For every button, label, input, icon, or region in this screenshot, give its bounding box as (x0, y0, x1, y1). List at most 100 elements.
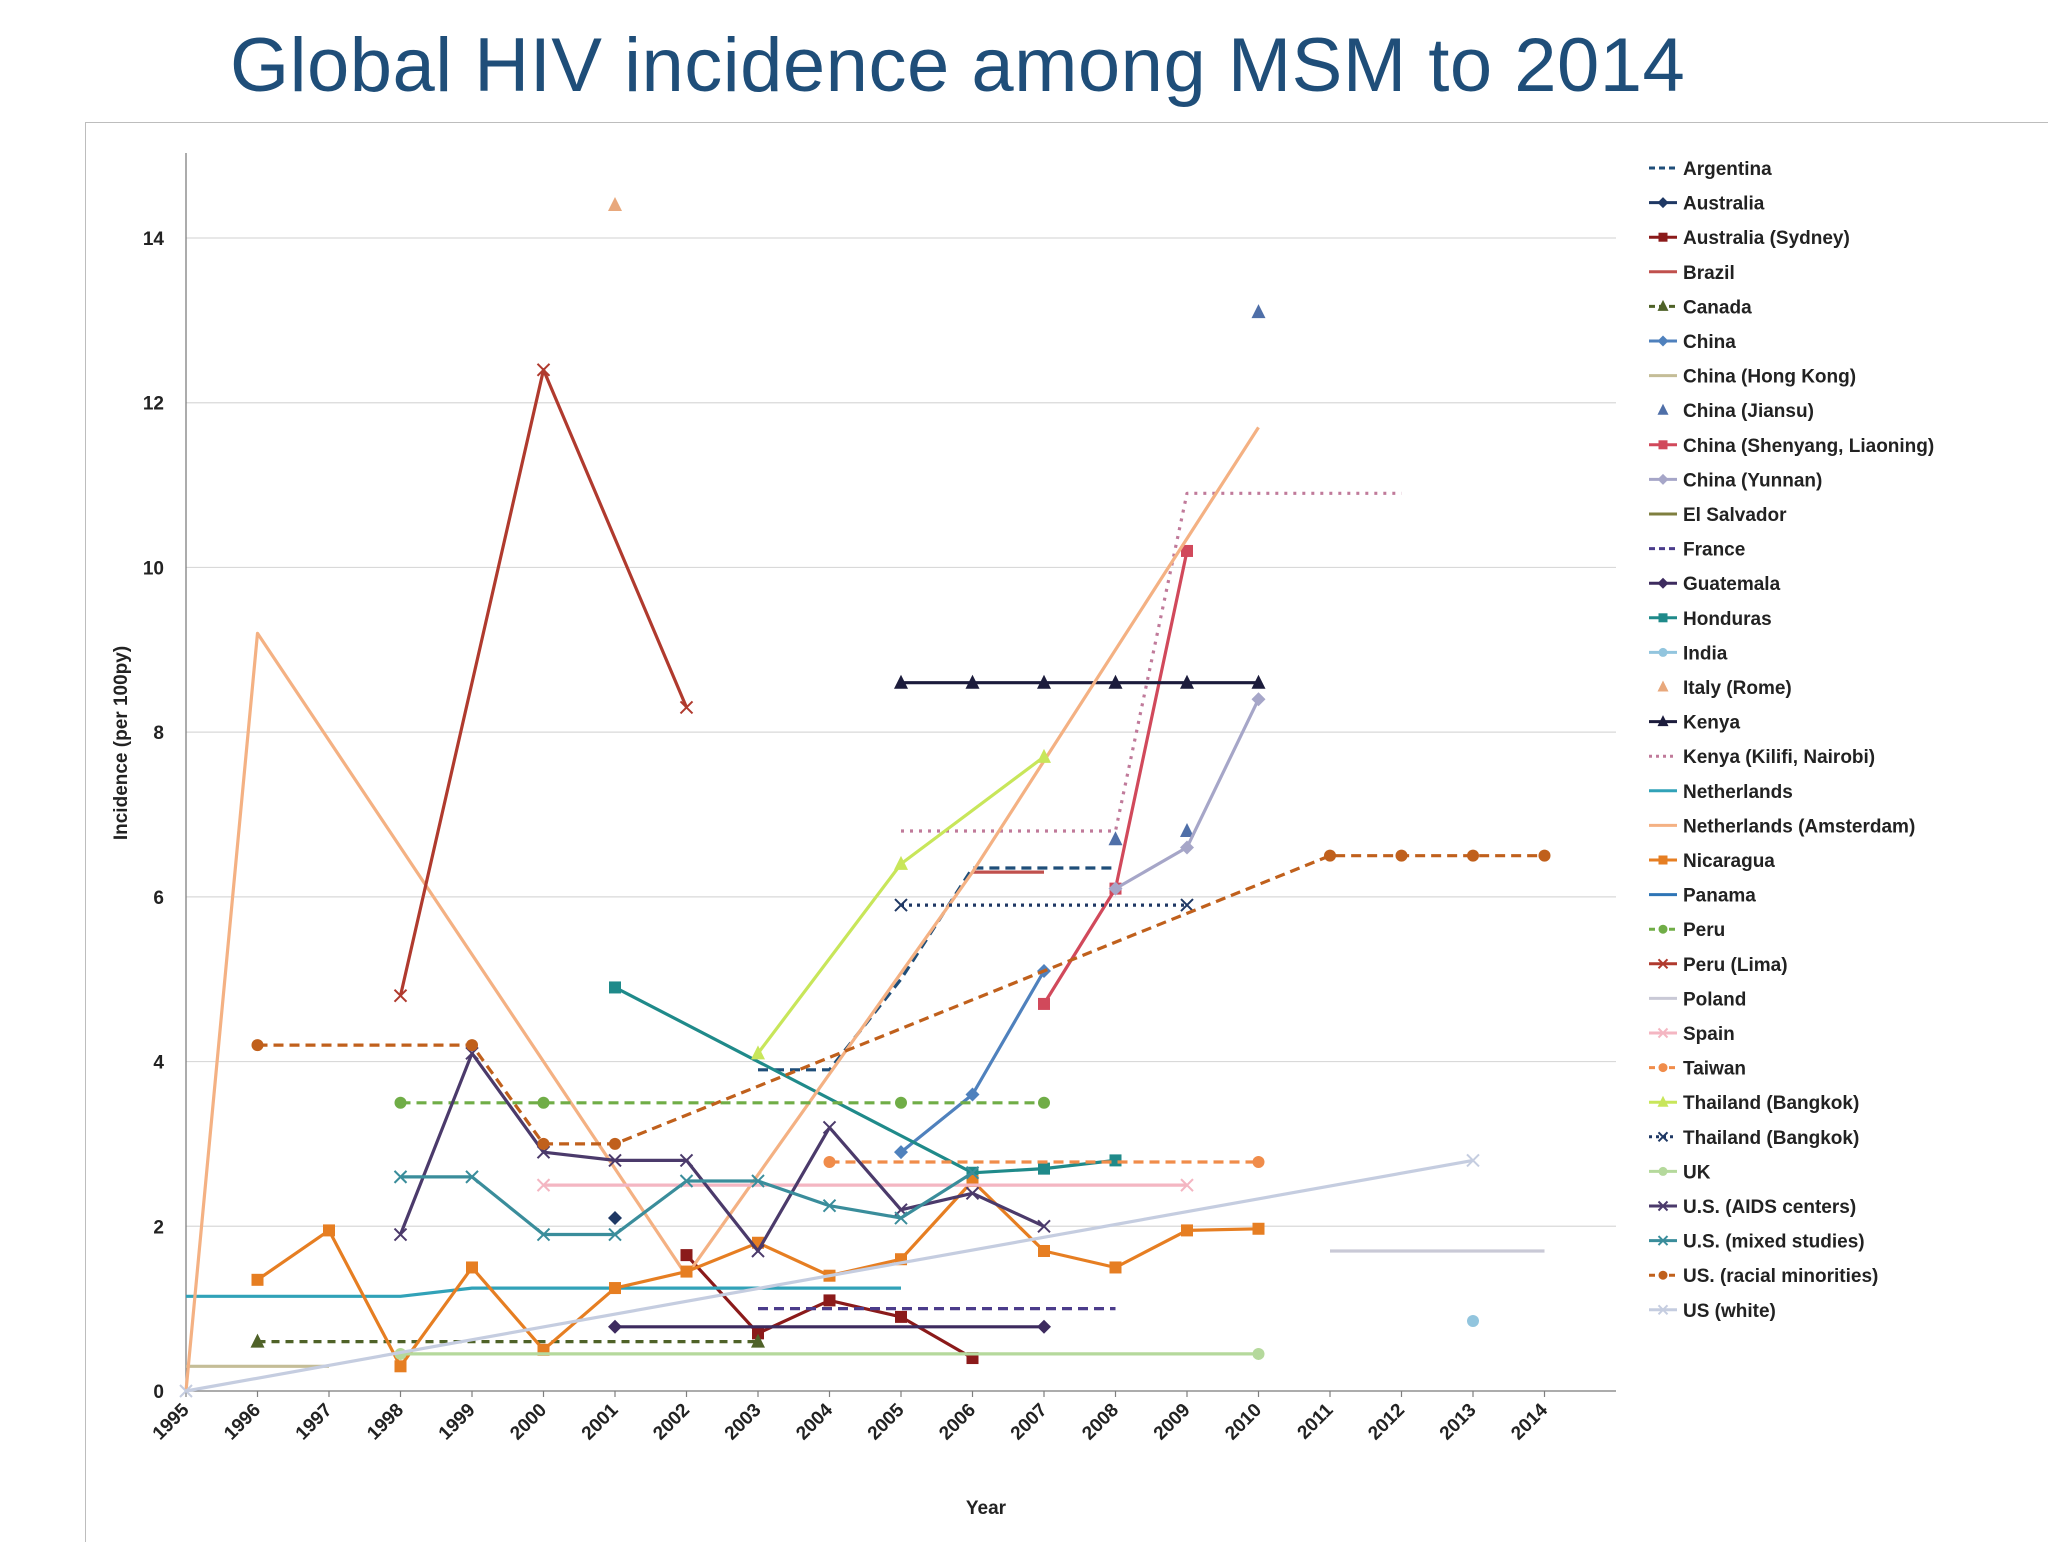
point-marker (466, 1261, 478, 1274)
series-19 (184, 426, 1260, 1392)
point-marker (608, 1319, 622, 1334)
x-tick-label: 2002 (649, 1400, 694, 1445)
point-marker (894, 855, 908, 870)
point-marker (965, 1087, 980, 1102)
legend-label: Peru (1683, 920, 1725, 941)
legend-entry: U.S. (mixed studies) (1649, 1232, 1865, 1253)
point-marker (465, 1170, 479, 1184)
legend-entry: Guatemala (1649, 574, 1781, 595)
x-tick-label: 1998 (363, 1400, 408, 1445)
series-33 (179, 1153, 1480, 1398)
legend-entry: Canada (1649, 297, 1752, 318)
legend-entry: UK (1649, 1162, 1711, 1183)
point-marker (1251, 674, 1266, 689)
legend-label: Panama (1683, 886, 1756, 907)
legend-entry: Peru (1649, 920, 1725, 941)
point-marker (965, 674, 980, 689)
point-marker (679, 1174, 694, 1188)
point-marker (1657, 680, 1669, 692)
legend-entry: Kenya (1649, 713, 1740, 734)
point-marker (680, 1265, 693, 1278)
legend-label: Guatemala (1683, 574, 1781, 595)
legend-label: Nicaragua (1683, 851, 1775, 872)
series-20 (251, 1174, 1265, 1373)
point-marker (823, 1294, 836, 1307)
legend-entry: Panama (1649, 886, 1756, 907)
point-marker (609, 981, 621, 994)
series-0 (758, 866, 1116, 1072)
legend-entry: Italy (Rome) (1657, 678, 1792, 699)
point-marker (1658, 232, 1668, 242)
slide-title: Global HIV incidence among MSM to 2014 (230, 23, 1686, 108)
point-marker (1038, 1096, 1050, 1109)
legend-entry: US. (racial minorities) (1649, 1266, 1878, 1287)
series-18 (186, 1286, 901, 1298)
point-marker (1252, 1222, 1265, 1235)
legend-entry: Kenya (Kilifi, Nairobi) (1649, 747, 1875, 768)
series-line (758, 866, 1116, 1072)
legend-entry: Brazil (1649, 263, 1735, 284)
legend-label: Thailand (Bangkok) (1683, 1093, 1859, 1114)
point-marker (608, 197, 622, 212)
x-tick-label: 2008 (1078, 1400, 1123, 1445)
point-marker (1181, 1224, 1193, 1237)
point-marker (1538, 849, 1551, 862)
legend-entry: Spain (1649, 1024, 1735, 1045)
series-13 (609, 981, 1122, 1179)
point-marker (394, 1096, 407, 1109)
point-marker (894, 1145, 908, 1160)
point-marker (1658, 1270, 1668, 1280)
point-marker (1038, 1244, 1050, 1257)
point-marker (965, 1186, 980, 1201)
point-marker (393, 988, 408, 1003)
series-27 (751, 748, 1051, 1060)
legend-label: India (1683, 643, 1728, 664)
point-marker (1251, 304, 1266, 319)
series-line (399, 1051, 1045, 1253)
series-line (184, 426, 1260, 1392)
point-marker (1657, 473, 1669, 485)
legend-label: U.S. (mixed studies) (1683, 1232, 1865, 1253)
point-marker (537, 1137, 550, 1150)
point-marker (1657, 299, 1669, 311)
point-marker (894, 898, 908, 912)
point-marker (1657, 1131, 1669, 1143)
x-tick-label: 2004 (792, 1399, 837, 1444)
series-31 (393, 1166, 980, 1242)
point-marker (1252, 1156, 1265, 1169)
point-marker (751, 1244, 765, 1258)
legend-label: Peru (Lima) (1683, 955, 1788, 976)
point-marker (179, 1384, 193, 1398)
point-marker (1037, 674, 1051, 689)
point-marker (1108, 881, 1123, 896)
series-8 (1038, 544, 1193, 1010)
series-25 (536, 1178, 1194, 1192)
series-7 (1108, 304, 1266, 846)
y-tick-label: 2 (153, 1217, 164, 1238)
x-tick-label: 2007 (1007, 1400, 1052, 1445)
point-marker (1657, 577, 1669, 589)
point-marker (394, 1360, 407, 1373)
legend-label: Poland (1683, 989, 1746, 1010)
point-marker (1180, 840, 1194, 855)
legend-label: Netherlands (1683, 782, 1793, 803)
point-marker (1395, 849, 1408, 862)
point-marker (823, 1156, 836, 1169)
x-tick-label: 2001 (578, 1399, 623, 1444)
series-14 (1467, 1314, 1479, 1327)
point-marker (1037, 1319, 1051, 1334)
point-marker (1180, 1178, 1194, 1192)
point-marker (1657, 1235, 1669, 1246)
point-marker (537, 1096, 550, 1109)
legend-label: Kenya (Kilifi, Nairobi) (1683, 747, 1875, 768)
legend-entry: China (Hong Kong) (1649, 367, 1856, 388)
point-marker (609, 1137, 621, 1150)
legend-label: Honduras (1683, 609, 1772, 630)
series-line (186, 1286, 901, 1298)
legend-label: Brazil (1683, 263, 1735, 284)
legend-entry: China (Yunnan) (1649, 470, 1822, 491)
point-marker (752, 1327, 764, 1340)
point-marker (1251, 692, 1266, 707)
legend-entry: Netherlands (1649, 782, 1793, 803)
legend-label: Argentina (1683, 159, 1772, 180)
